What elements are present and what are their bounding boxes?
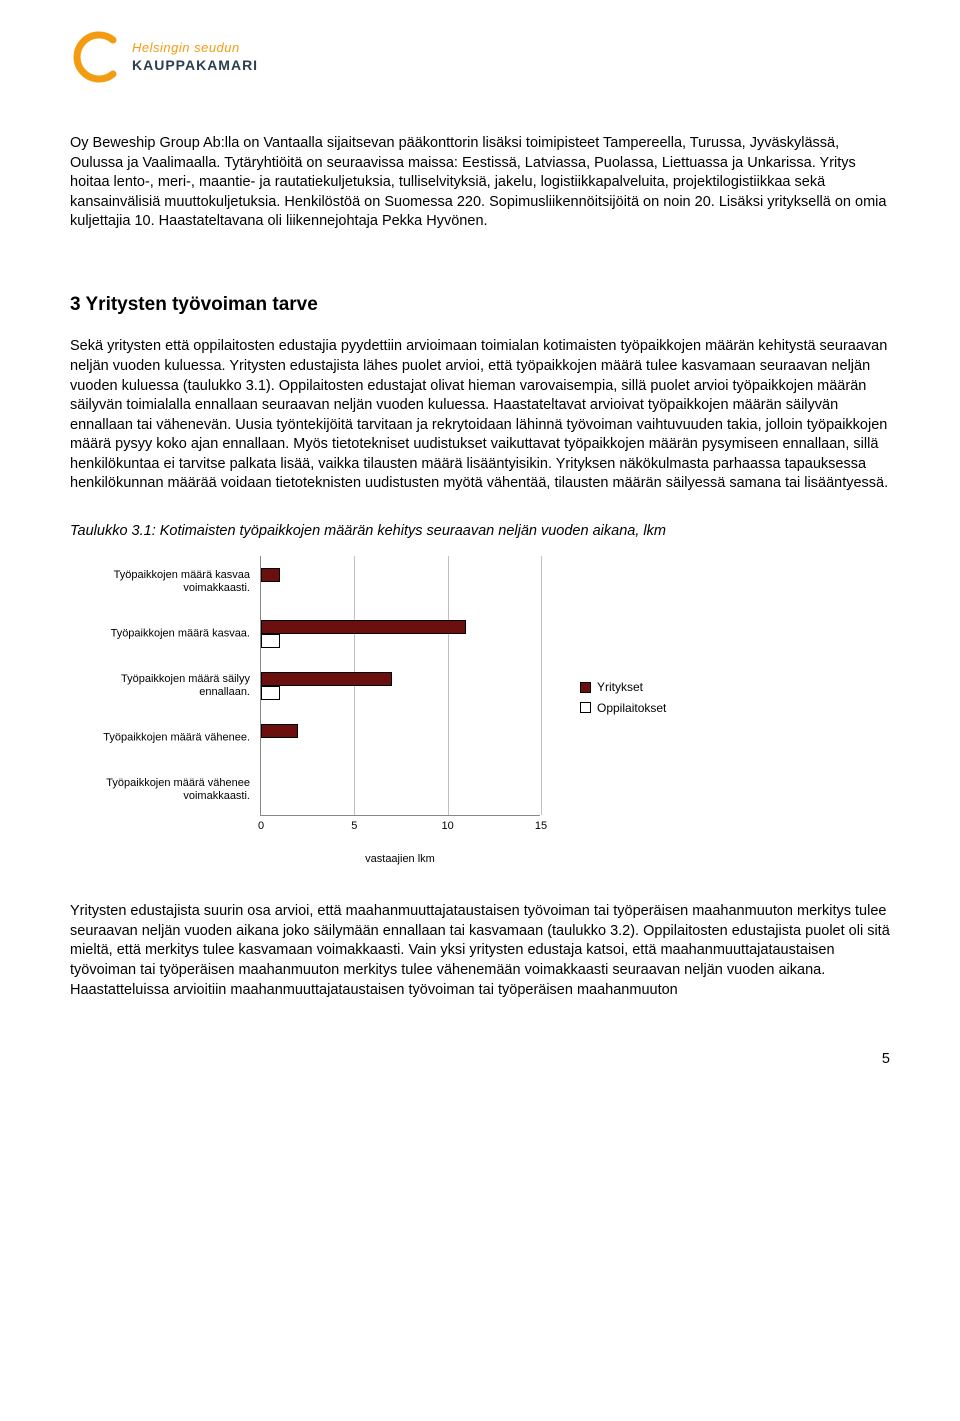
logo: Helsingin seudun KAUPPAKAMARI	[70, 30, 890, 84]
chart-bar	[261, 686, 280, 700]
legend-item: Yritykset	[580, 679, 666, 695]
x-axis-title: vastaajien lkm	[260, 852, 540, 867]
y-axis-label: Työpaikkojen määrä vähenee voimakkaasti.	[70, 776, 250, 802]
logo-arc-icon	[70, 30, 124, 84]
chart-legend: Yritykset Oppilaitokset	[580, 679, 666, 719]
chart-bar	[261, 620, 466, 634]
bar-chart: Työpaikkojen määrä kasvaa voimakkaasti. T…	[70, 556, 540, 844]
section-heading: 3 Yritysten työvoiman tarve	[70, 292, 890, 318]
paragraph-1: Oy Beweship Group Ab:lla on Vantaalla si…	[70, 134, 890, 232]
chart-bar	[261, 568, 280, 582]
y-axis-label: Työpaikkojen määrä kasvaa voimakkaasti.	[70, 568, 250, 594]
chart-bar	[261, 724, 298, 738]
y-axis-label: Työpaikkojen määrä kasvaa.	[70, 627, 250, 640]
legend-label: Yritykset	[597, 679, 643, 695]
x-tick-label: 10	[442, 819, 454, 834]
y-axis-label: Työpaikkojen määrä vähenee.	[70, 731, 250, 744]
x-tick-label: 0	[258, 819, 264, 834]
paragraph-3: Yritysten edustajista suurin osa arvioi,…	[70, 902, 890, 1000]
legend-item: Oppilaitokset	[580, 700, 666, 716]
y-axis-label: Työpaikkojen määrä säilyy ennallaan.	[70, 672, 250, 698]
chart-bar	[261, 672, 392, 686]
logo-line1: Helsingin seudun	[132, 39, 258, 57]
x-tick-label: 5	[351, 819, 357, 834]
table-title: Taulukko 3.1: Kotimaisten työpaikkojen m…	[70, 522, 890, 542]
chart-container: Työpaikkojen määrä kasvaa voimakkaasti. T…	[70, 556, 890, 844]
paragraph-2: Sekä yritysten että oppilaitosten edusta…	[70, 337, 890, 494]
legend-label: Oppilaitokset	[597, 700, 666, 716]
legend-swatch	[580, 702, 591, 713]
chart-bar	[261, 634, 280, 648]
page-number: 5	[70, 1050, 890, 1070]
legend-swatch	[580, 682, 591, 693]
logo-line2: KAUPPAKAMARI	[132, 56, 258, 75]
x-tick-label: 15	[535, 819, 547, 834]
logo-text: Helsingin seudun KAUPPAKAMARI	[132, 39, 258, 75]
